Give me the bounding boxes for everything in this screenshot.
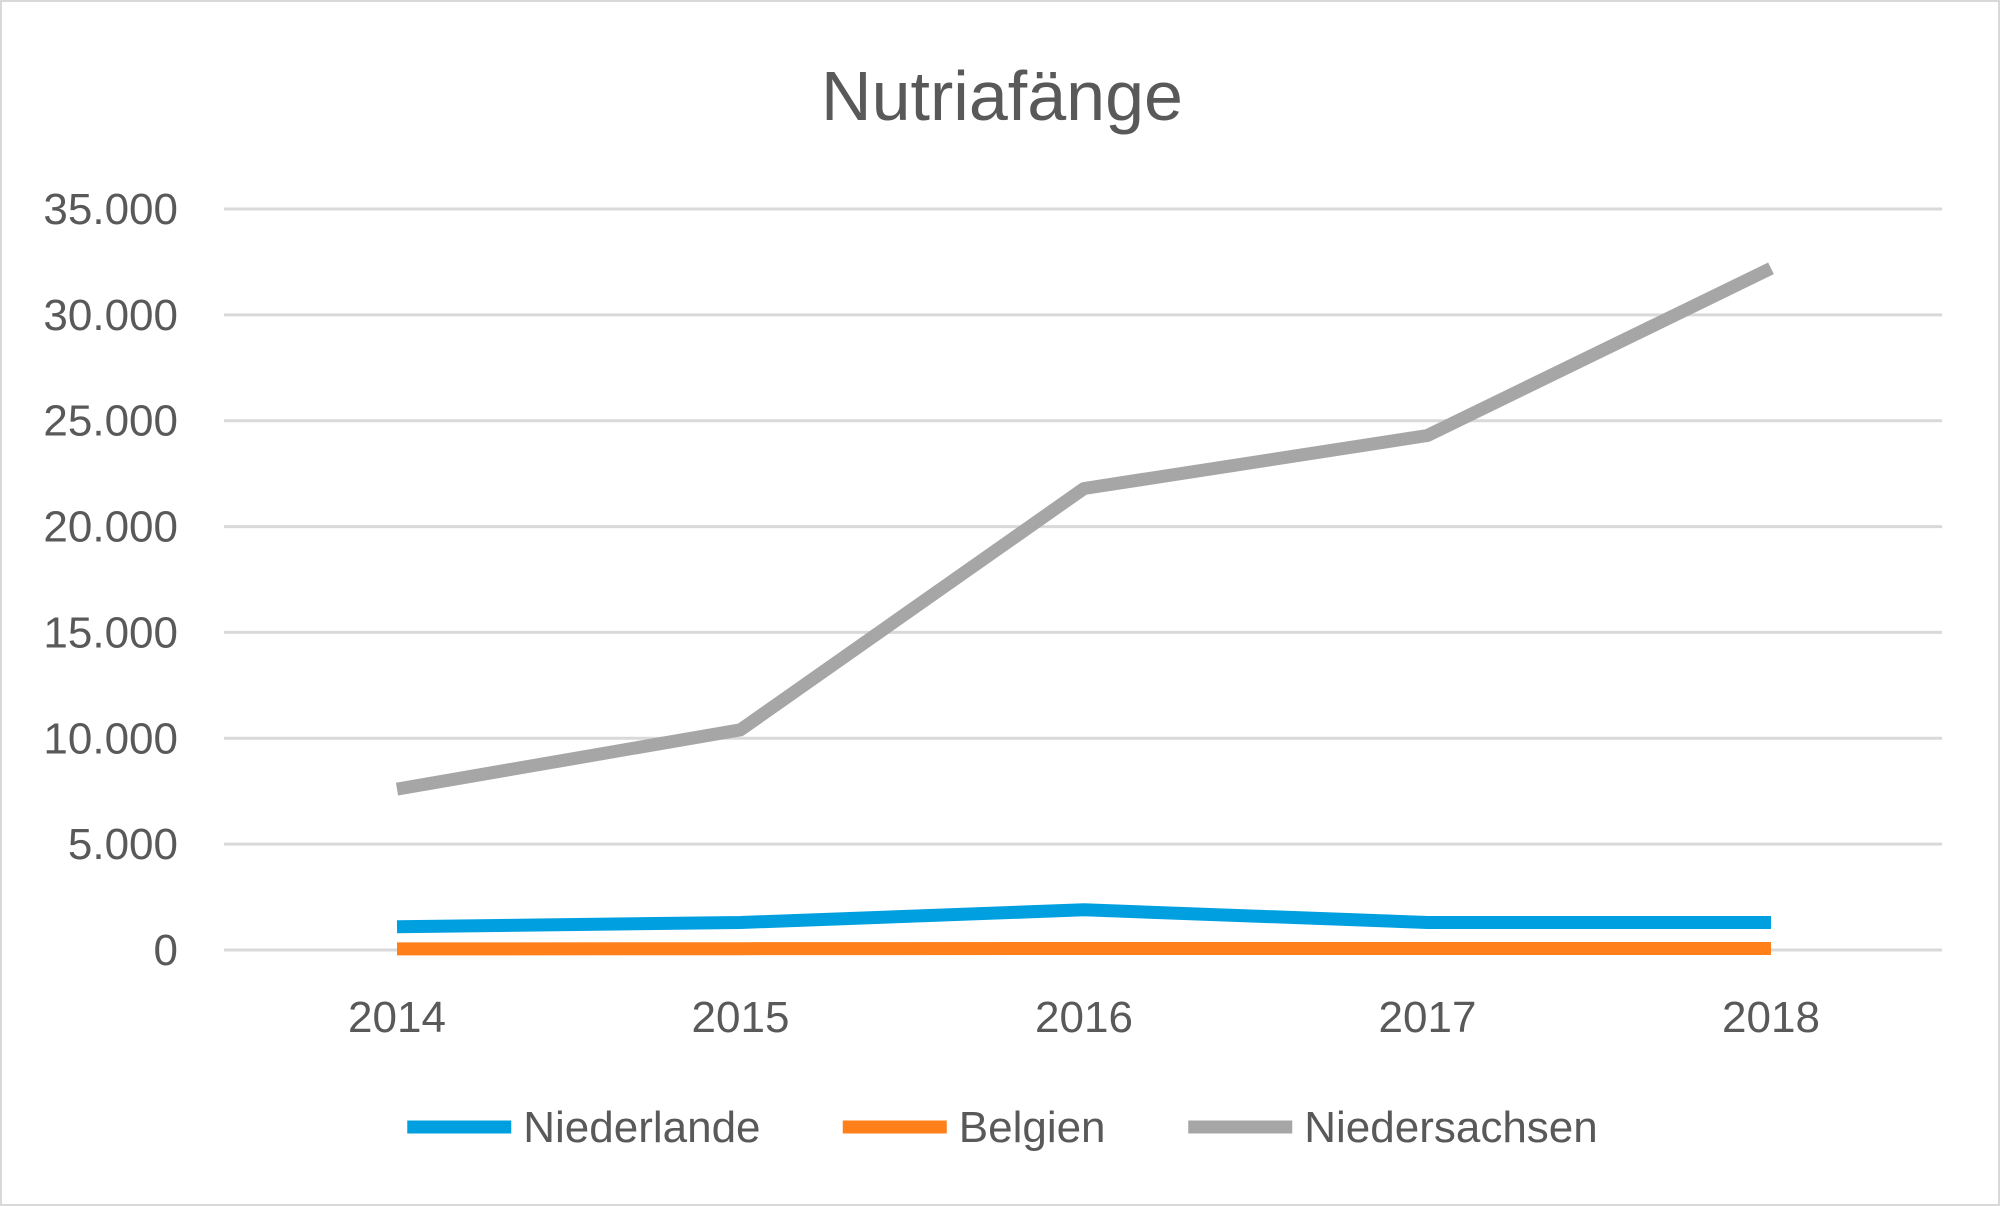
y-tick-label: 35.000	[43, 185, 178, 234]
y-tick-label: 5.000	[68, 820, 178, 869]
series-line-niederlande	[396, 903, 1771, 934]
x-tick-label: 2014	[348, 993, 446, 1042]
series-lines	[395, 262, 1774, 956]
legend-label-belgien: Belgien	[959, 1103, 1106, 1152]
y-axis-tick-labels: 0 5.000 10.000 15.000 20.000 25.000 30.000 35.0…	[43, 185, 178, 975]
x-tick-label: 2017	[1379, 993, 1477, 1042]
x-axis-tick-labels: 2014 2015 2016 2017 2018	[348, 993, 1820, 1042]
legend-label-niedersachsen: Niedersachsen	[1304, 1103, 1598, 1152]
y-tick-label: 30.000	[43, 291, 178, 340]
y-tick-label: 10.000	[43, 714, 178, 763]
y-tick-label: 0	[154, 926, 178, 975]
y-tick-label: 15.000	[43, 608, 178, 657]
gridlines	[224, 207, 1942, 952]
y-tick-label: 25.000	[43, 397, 178, 446]
x-tick-label: 2018	[1722, 993, 1820, 1042]
y-tick-label: 20.000	[43, 503, 178, 552]
legend: Niederlande Belgien Niedersachsen	[407, 1103, 1598, 1152]
x-tick-label: 2015	[692, 993, 790, 1042]
series-line-niedersachsen	[395, 262, 1774, 796]
x-tick-label: 2016	[1035, 993, 1133, 1042]
legend-label-niederlande: Niederlande	[523, 1103, 760, 1152]
chart-title: Nutriafänge	[821, 57, 1183, 135]
